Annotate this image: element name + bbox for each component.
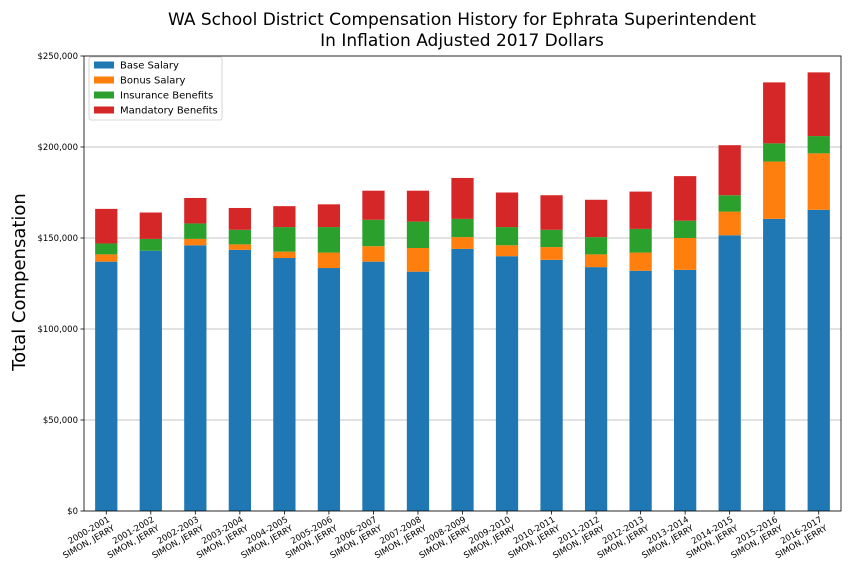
- bar-segment-bonus-salary: [763, 161, 786, 219]
- bar-segment-insurance-benefits: [451, 218, 474, 238]
- chart-title-line-2: In Inflation Adjusted 2017 Dollars: [320, 31, 604, 51]
- bar-segment-bonus-salary: [184, 238, 207, 246]
- bar-segment-base-salary: [495, 256, 519, 511]
- bar-segment-mandatory-benefits: [451, 177, 474, 219]
- bar-segment-base-salary: [228, 249, 251, 511]
- bar-segment-mandatory-benefits: [317, 204, 341, 228]
- bar-segment-mandatory-benefits: [139, 212, 162, 239]
- bar-segment-insurance-benefits: [406, 221, 430, 249]
- bar-segment-insurance-benefits: [184, 223, 207, 239]
- bar-segment-base-salary: [584, 267, 608, 511]
- bar-segment-base-salary: [139, 250, 162, 512]
- bar-segment-bonus-salary: [406, 248, 430, 272]
- legend-label: Mandatory Benefits: [120, 106, 218, 117]
- bar-segment-insurance-benefits: [718, 195, 741, 212]
- bar-segment-mandatory-benefits: [406, 190, 430, 222]
- bar-segment-bonus-salary: [495, 245, 519, 257]
- bar-segment-base-salary: [540, 259, 563, 511]
- bar-segment-base-salary: [184, 245, 207, 511]
- bar-segment-bonus-salary: [807, 153, 830, 210]
- bar-segment-bonus-salary: [362, 246, 385, 262]
- bar-segment-base-salary: [362, 261, 385, 511]
- bar-segment-mandatory-benefits: [718, 145, 741, 196]
- bar-segment-bonus-salary: [95, 254, 118, 262]
- bar-segment-insurance-benefits: [629, 228, 652, 253]
- bar-segment-bonus-salary: [540, 247, 563, 260]
- bar-segment-mandatory-benefits: [584, 199, 608, 238]
- y-tick-label: $50,000: [43, 416, 78, 426]
- bar-segment-base-salary: [95, 261, 118, 511]
- y-tick-label: $250,000: [37, 52, 78, 62]
- legend-swatch: [94, 61, 114, 69]
- bar-segment-bonus-salary: [718, 211, 741, 236]
- bar-segment-base-salary: [317, 268, 341, 511]
- legend-swatch: [94, 91, 114, 99]
- y-tick-label: $0: [67, 507, 78, 517]
- bar-segment-insurance-benefits: [807, 136, 830, 154]
- bar-segment-bonus-salary: [273, 251, 296, 259]
- y-axis-label: Total Compensation: [9, 193, 30, 372]
- bar-segment-insurance-benefits: [763, 143, 786, 162]
- bar-segment-bonus-salary: [228, 244, 251, 250]
- bar-segment-mandatory-benefits: [540, 195, 563, 230]
- bar-segment-insurance-benefits: [228, 229, 251, 245]
- bar-segment-base-salary: [629, 270, 652, 511]
- bar-segment-insurance-benefits: [95, 243, 118, 255]
- y-axis-ticks: $0 $50,000 $100,000 $150,000 $200,000 $250,00…: [37, 52, 84, 517]
- bar-segment-insurance-benefits: [495, 227, 519, 246]
- legend: Base Salary Bonus Salary Insurance Benefit…: [88, 56, 223, 121]
- y-tick-label: $200,000: [37, 143, 78, 153]
- bar-segment-base-salary: [807, 209, 830, 512]
- bar-segment-base-salary: [273, 258, 296, 511]
- bar-segment-insurance-benefits: [540, 229, 563, 248]
- bar-segment-mandatory-benefits: [629, 191, 652, 229]
- legend-label: Insurance Benefits: [120, 91, 213, 102]
- legend-box: [88, 56, 223, 121]
- bar-segment-mandatory-benefits: [184, 197, 207, 224]
- legend-label: Bonus Salary: [120, 76, 186, 87]
- bar-segment-mandatory-benefits: [807, 72, 830, 137]
- bar-segment-mandatory-benefits: [273, 206, 296, 228]
- bar-segment-mandatory-benefits: [674, 176, 697, 221]
- bar-segment-mandatory-benefits: [228, 207, 251, 230]
- legend-label: Base Salary: [120, 61, 179, 72]
- bar-segment-insurance-benefits: [362, 219, 385, 247]
- bar-segment-insurance-benefits: [584, 237, 608, 255]
- bar-segment-bonus-salary: [317, 252, 341, 269]
- bar-segment-mandatory-benefits: [495, 192, 519, 228]
- bar-segment-base-salary: [451, 248, 474, 512]
- bar-segment-insurance-benefits: [317, 227, 341, 253]
- bar-segment-base-salary: [674, 269, 697, 511]
- bar-segment-base-salary: [718, 235, 741, 511]
- y-tick-label: $150,000: [37, 234, 78, 244]
- bar-segment-insurance-benefits: [674, 220, 697, 238]
- bar-segment-base-salary: [406, 271, 430, 511]
- bar-segment-bonus-salary: [451, 237, 474, 249]
- legend-swatch: [94, 106, 114, 114]
- bar-segment-insurance-benefits: [139, 238, 162, 251]
- bar-segment-insurance-benefits: [273, 227, 296, 252]
- bars: [95, 72, 830, 512]
- bar-segment-mandatory-benefits: [362, 190, 385, 220]
- bar-segment-bonus-salary: [629, 252, 652, 271]
- bar-segment-base-salary: [763, 218, 786, 511]
- chart-title-line-1: WA School District Compensation History …: [168, 10, 756, 30]
- legend-swatch: [94, 76, 114, 84]
- y-tick-label: $100,000: [37, 325, 78, 335]
- bar-segment-bonus-salary: [584, 254, 608, 268]
- bar-segment-bonus-salary: [674, 238, 697, 270]
- bar-segment-mandatory-benefits: [95, 208, 118, 244]
- bar-segment-mandatory-benefits: [763, 82, 786, 144]
